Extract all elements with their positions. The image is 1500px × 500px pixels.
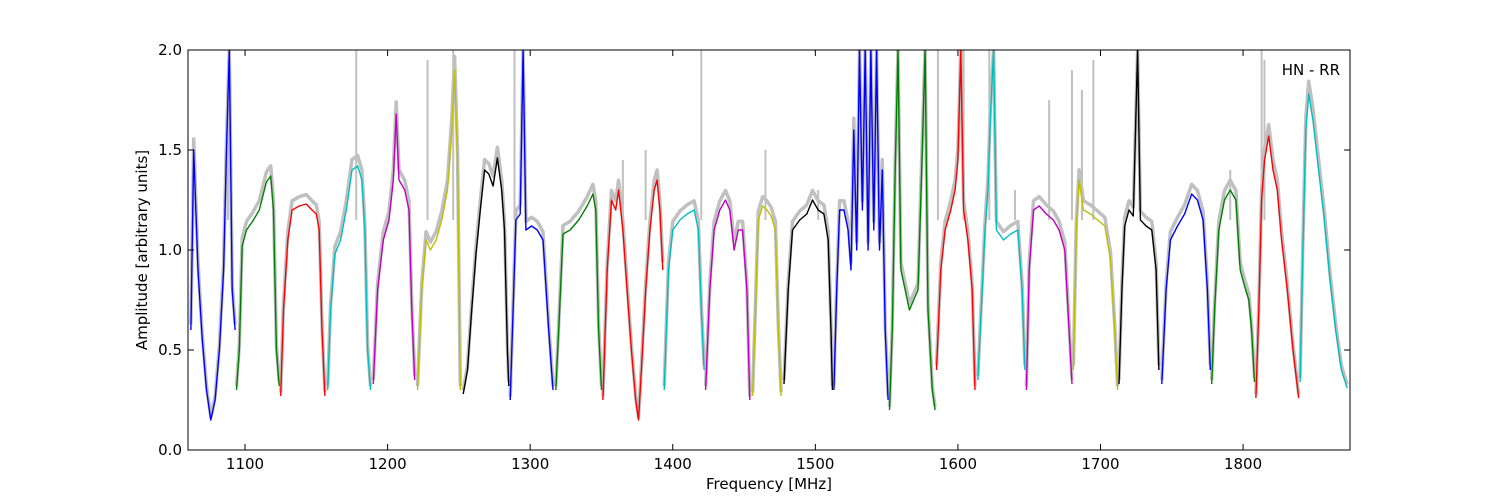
series-line-segment xyxy=(1255,135,1300,399)
x-tick-label: 1100 xyxy=(226,455,264,473)
x-axis-label: Frequency [MHz] xyxy=(706,475,832,493)
series-line-segment xyxy=(783,199,834,391)
series-line-segment xyxy=(1025,205,1073,391)
x-tick-label: 1700 xyxy=(1081,455,1119,473)
series-line-segment xyxy=(977,50,1026,381)
series-line-segment xyxy=(1072,179,1119,391)
y-tick-label: 2.0 xyxy=(158,41,182,59)
y-tick-label: 1.5 xyxy=(158,141,182,159)
series-line-segment xyxy=(663,209,705,391)
series-line-segment xyxy=(888,50,936,411)
y-tick-label: 0.0 xyxy=(158,441,182,459)
x-tick-label: 1600 xyxy=(939,455,977,473)
y-axis-label: Amplitude [arbitrary units] xyxy=(133,150,151,350)
y-tick-label: 0.5 xyxy=(158,341,182,359)
series-line-segment xyxy=(555,193,603,391)
series-line-segment xyxy=(1299,93,1348,389)
series-line-segment xyxy=(751,205,782,397)
series-layer xyxy=(190,50,1348,421)
series-line-segment xyxy=(833,50,889,401)
x-tick-label: 1400 xyxy=(654,455,692,473)
series-line-segment xyxy=(509,50,554,401)
chart-annotation: HN - RR xyxy=(1282,61,1340,79)
x-tick-label: 1800 xyxy=(1224,455,1262,473)
series-line-segment xyxy=(235,175,280,391)
series-line-segment xyxy=(1161,193,1211,385)
series-line-segment xyxy=(935,50,976,391)
y-tick-label: 1.0 xyxy=(158,241,182,259)
series-line-segment xyxy=(190,50,236,421)
x-tick-label: 1300 xyxy=(511,455,549,473)
series-line-segment xyxy=(602,179,664,421)
series-line-segment xyxy=(416,69,461,391)
x-tick-label: 1200 xyxy=(369,455,407,473)
series-line-segment xyxy=(327,165,372,391)
series-line-segment xyxy=(280,203,326,397)
series-line-segment xyxy=(1211,189,1256,385)
series-line-segment xyxy=(462,157,510,395)
series-line-segment xyxy=(1118,50,1160,385)
series-line-segment xyxy=(704,199,751,401)
x-tick-label: 1500 xyxy=(796,455,834,473)
y-axis: 0.0 0.5 1.0 1.5 2.0 xyxy=(158,41,1350,459)
x-axis: 1100 1200 1300 1400 1500 1600 1700 1800 xyxy=(226,50,1262,473)
series-line-segment xyxy=(372,113,416,385)
